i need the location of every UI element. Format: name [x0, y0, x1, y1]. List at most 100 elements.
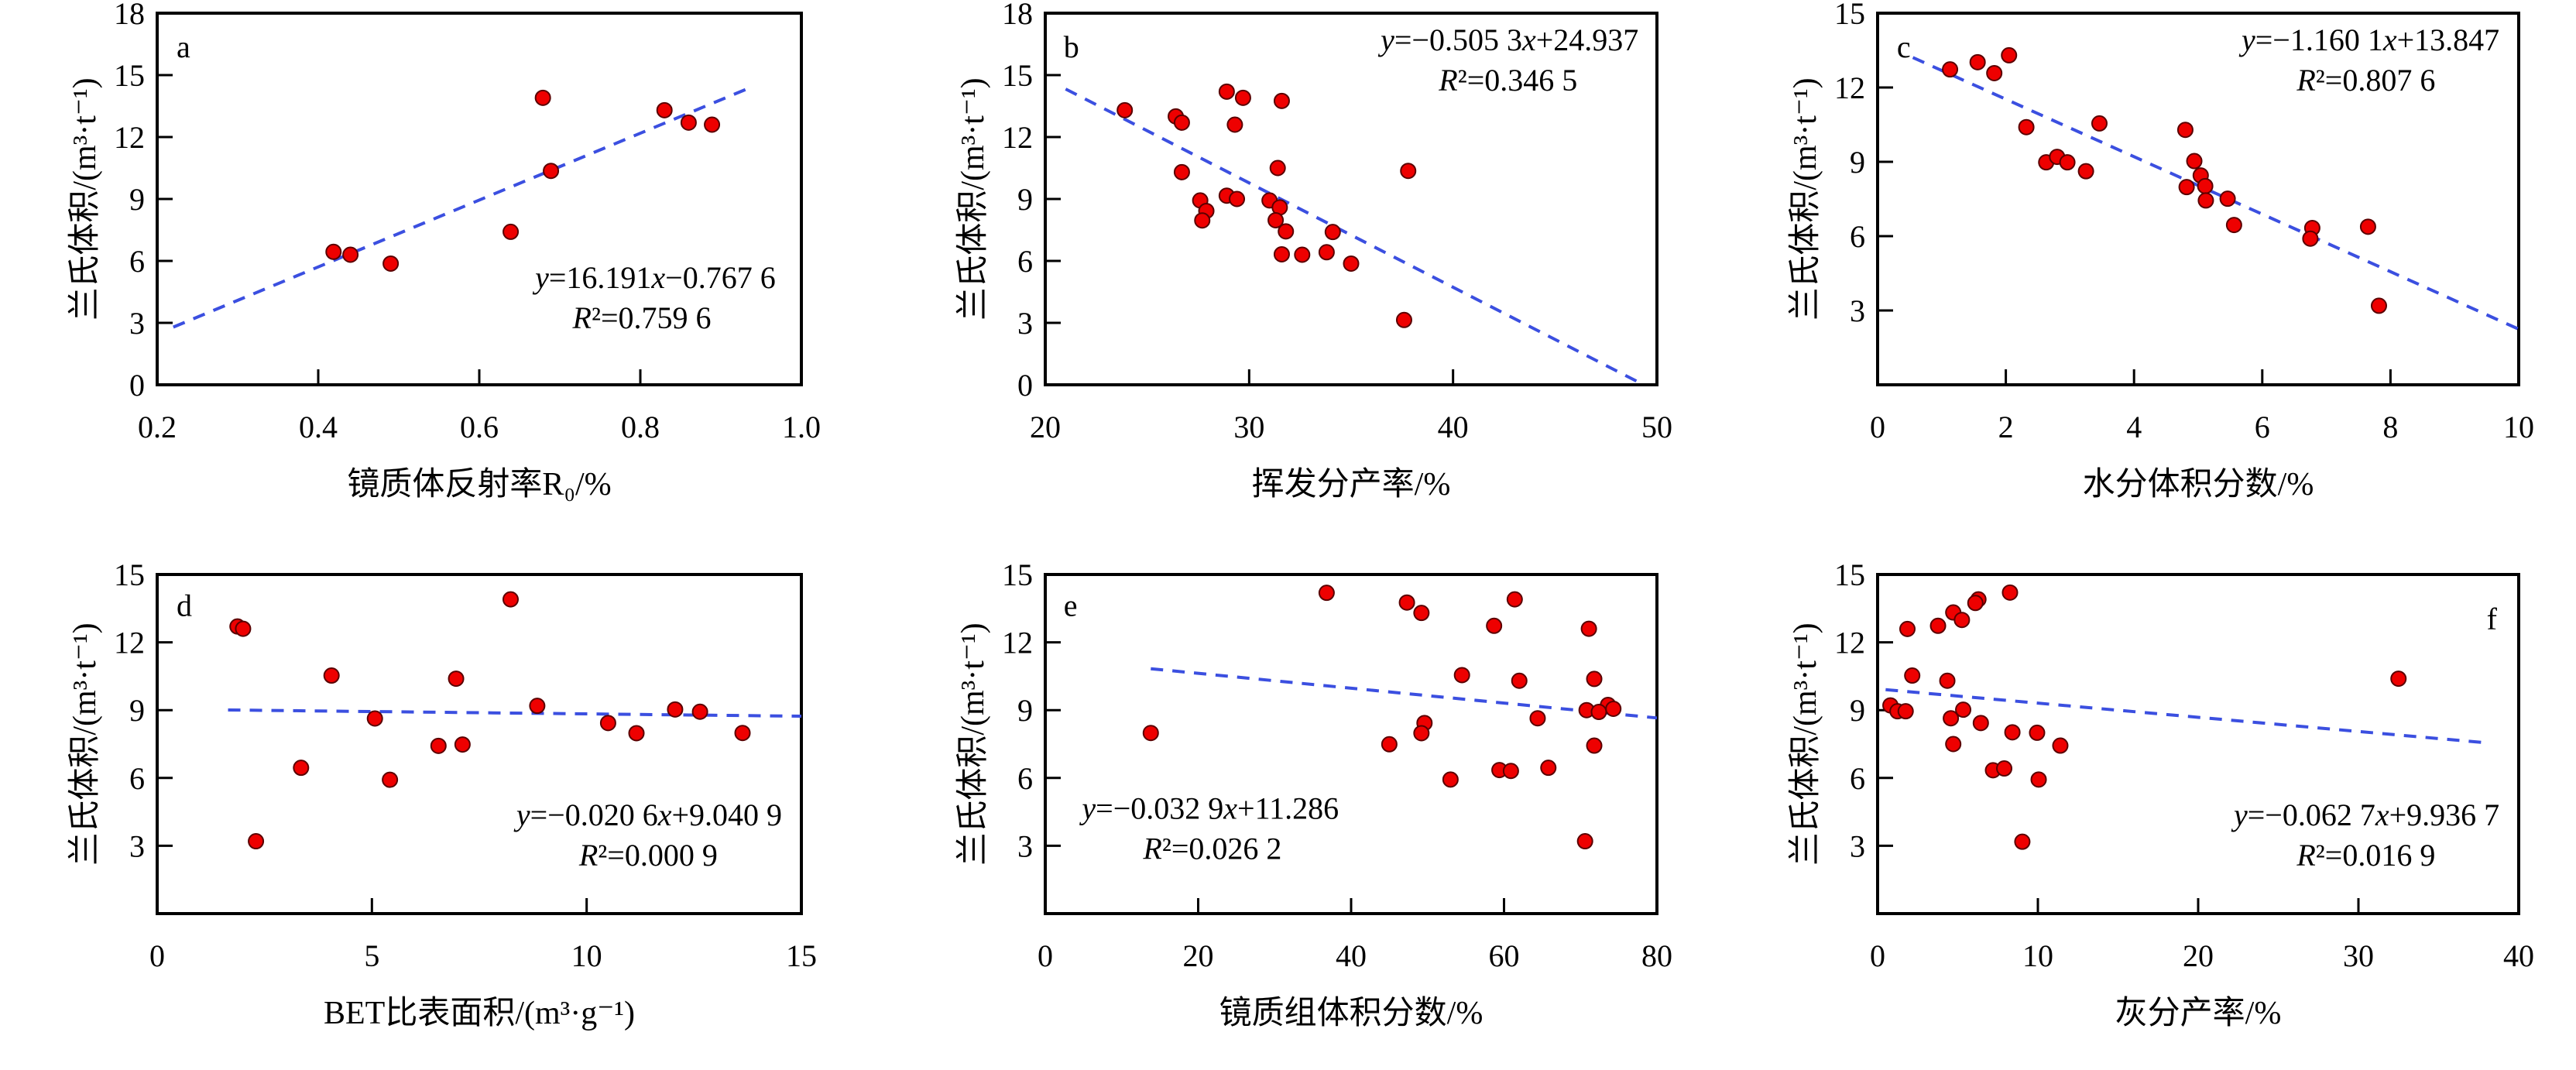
y-tick-label: 12 [1834, 626, 1865, 660]
data-point [1395, 311, 1412, 328]
y-axis-label: 兰氏体积/(m³·t⁻¹) [955, 77, 991, 320]
panel-d: 0 5 10 15 3 6 9 12 15 BET比表面积/(m³·g⁻¹) 兰氏体积/(m³·t⁻… [67, 557, 817, 1031]
panel-f: 0 10 20 30 40 3 6 9 12 15 灰分产率/% 兰氏体积/(m³·t⁻¹) f y=−0… [1788, 557, 2534, 1031]
plot-frame [156, 573, 803, 915]
data-point [293, 760, 310, 777]
data-point [1506, 591, 1523, 608]
data-point [704, 116, 721, 133]
x-tick-label: 2 [1998, 410, 2014, 444]
data-point [325, 243, 342, 260]
y-tick-label: 3 [129, 306, 145, 341]
panel-e: 0 20 40 60 80 3 6 9 12 15 镜质组体积分数/% 兰氏体积/(m³·t⁻¹) e y… [955, 557, 1672, 1031]
panel-label: b [1064, 29, 1079, 64]
fit-equation: y=−0.020 6x+9.040 9 [513, 797, 782, 832]
x-tick-label: 15 [786, 938, 817, 973]
data-point [1142, 725, 1159, 742]
data-point [1173, 114, 1190, 131]
data-point [1324, 224, 1341, 241]
data-point [1273, 245, 1290, 262]
y-tick-label: 12 [1002, 626, 1033, 660]
data-point [1398, 594, 1415, 611]
panel-a: 0.2 0.4 0.6 0.8 1.0 0 3 6 9 12 15 18 镜质体反射率R₀/% 兰氏体积/… [67, 0, 821, 502]
x-tick-label: 10 [571, 938, 602, 973]
data-point [2225, 217, 2242, 234]
data-point [691, 703, 708, 720]
y-tick-label: 9 [129, 693, 145, 728]
fit-line [1912, 56, 2519, 331]
fit-equation: y=−0.062 7x+9.936 7 [2231, 797, 2499, 832]
plot-frame [1876, 12, 2520, 386]
y-tick-label: 3 [129, 828, 145, 863]
y-tick-label: 15 [1002, 58, 1033, 93]
data-point [1413, 605, 1430, 622]
y-tick-label: 3 [1017, 828, 1033, 863]
x-axis-label: 水分体积分数/% [2083, 467, 2314, 502]
y-tick-label: 18 [1002, 0, 1033, 31]
y-tick-label: 9 [129, 182, 145, 217]
data-point [2091, 115, 2108, 132]
data-point [448, 670, 465, 688]
data-point [1511, 672, 1528, 689]
data-point [2018, 118, 2035, 135]
y-tick-label: 15 [1834, 0, 1865, 31]
data-point [366, 710, 383, 727]
y-tick-label: 15 [114, 557, 145, 592]
data-point [1540, 760, 1557, 777]
x-tick-label: 0 [1870, 938, 1885, 973]
data-point [1234, 89, 1251, 106]
r-squared: R²=0.016 9 [2296, 838, 2435, 873]
y-axis-label: 兰氏体积/(m³·t⁻¹) [1788, 622, 1823, 865]
y-tick-label: 9 [1017, 182, 1033, 217]
x-tick-label: 0.6 [460, 410, 499, 444]
data-point [1194, 212, 1211, 229]
x-tick-label: 0 [1870, 410, 1885, 444]
data-point [2186, 153, 2203, 170]
fit-line [1151, 667, 1658, 720]
x-tick-label: 20 [2183, 938, 2214, 973]
data-point [2176, 122, 2194, 139]
panel-label: a [177, 29, 190, 64]
data-point [1590, 704, 1607, 721]
x-tick-label: 30 [2343, 938, 2374, 973]
x-tick-label: 10 [2022, 938, 2053, 973]
data-point [2001, 584, 2019, 601]
x-tick-label: 6 [2255, 410, 2270, 444]
x-tick-label: 0.2 [138, 410, 177, 444]
data-point [1273, 92, 1290, 109]
data-point [1278, 223, 1295, 240]
x-tick-label: 40 [1336, 938, 1367, 973]
y-tick-label: 6 [1017, 244, 1033, 279]
data-point [1942, 61, 1959, 78]
y-axis-label: 兰氏体积/(m³·t⁻¹) [67, 77, 103, 320]
data-point [2370, 297, 2387, 314]
data-point [1381, 736, 1398, 753]
data-point [2390, 670, 2407, 688]
x-tick-label: 4 [2126, 410, 2142, 444]
data-point [1605, 700, 1622, 717]
r-squared: R²=0.026 2 [1142, 831, 1281, 866]
data-point [503, 223, 520, 240]
x-tick-label: 0 [1038, 938, 1053, 973]
x-tick-label: 0.8 [621, 410, 660, 444]
fit-equation: y=−0.505 3x+24.937 [1377, 22, 1638, 57]
y-tick-label: 12 [1002, 120, 1033, 155]
r-squared: R²=0.759 6 [572, 300, 712, 335]
x-tick-label: 20 [1030, 410, 1061, 444]
y-tick-label: 18 [114, 0, 145, 31]
data-point [2052, 737, 2069, 754]
data-point [1413, 725, 1430, 742]
data-point [1226, 116, 1243, 133]
data-point [1945, 736, 1962, 753]
panel-label: e [1064, 588, 1078, 622]
data-point [1400, 163, 1417, 180]
data-point [2001, 46, 2018, 63]
data-point [1576, 833, 1593, 850]
y-tick-label: 15 [1834, 557, 1865, 592]
y-tick-label: 6 [1850, 219, 1865, 254]
r-squared: R²=0.346 5 [1438, 63, 1577, 98]
data-point [1486, 617, 1503, 634]
data-point [2004, 724, 2021, 741]
y-tick-label: 3 [1850, 293, 1865, 328]
y-axis-label: 兰氏体积/(m³·t⁻¹) [67, 622, 103, 865]
